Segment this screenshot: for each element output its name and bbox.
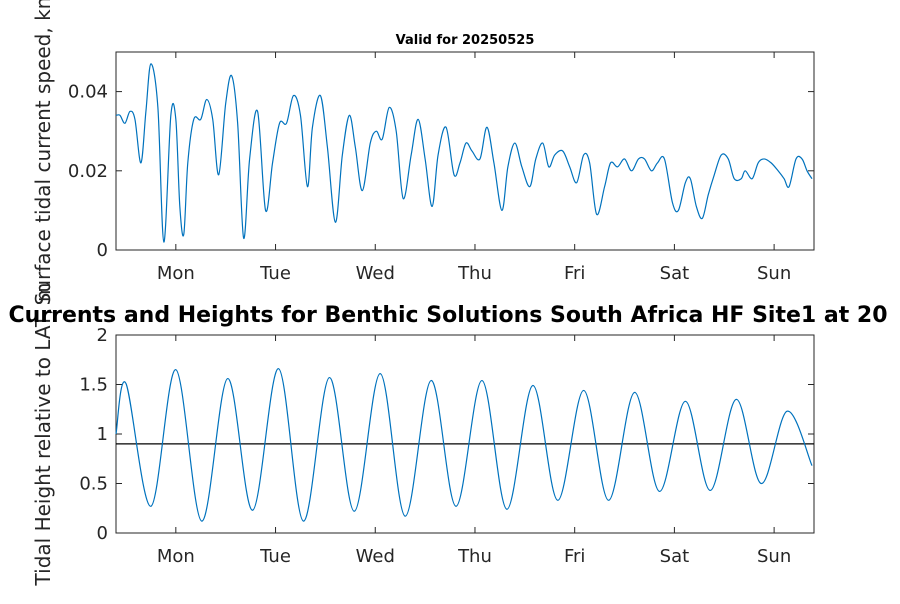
tidal-height-xtick-label: Sun: [757, 546, 791, 567]
current-speed-line: [115, 63, 813, 243]
tidal-height-axes-frame: [115, 334, 815, 534]
current-speed-xtick-label: Mon: [157, 263, 195, 284]
tidal-height-ytick-label: 1.5: [79, 375, 108, 396]
tidal-height-ytick-label: 0.5: [79, 474, 108, 495]
tidal-height-xtick-label: Thu: [457, 546, 492, 567]
current-speed-panel: Valid for 20250525 0 0.02 0.04 Mon Tue Wed Thu…: [31, 0, 815, 305]
current-speed-axes-frame: [115, 51, 815, 251]
current-speed-xtick-label: Wed: [356, 263, 395, 284]
tidal-height-xtick-label: Tue: [259, 546, 291, 567]
tidal-height-ytick-label: 0: [97, 523, 108, 544]
current-speed-title: Valid for 20250525: [396, 33, 535, 48]
tidal-height-ylabel: Tidal Height relative to LAT, m: [31, 283, 55, 587]
current-speed-xtick-label: Tue: [259, 263, 291, 284]
current-speed-ytick-label: 0.02: [68, 161, 108, 182]
current-speed-ylabel: Surface tidal current speed, kn: [31, 0, 55, 305]
tidal-height-xtick-label: Fri: [564, 546, 585, 567]
current-speed-xtick-label: Sat: [660, 263, 690, 284]
tidal-height-xtick-label: Wed: [356, 546, 395, 567]
current-speed-xtick-label: Fri: [564, 263, 585, 284]
current-speed-xtick-label: Sun: [757, 263, 791, 284]
current-speed-ytick-label: 0.04: [68, 82, 108, 103]
main-title: Currents and Heights for Benthic Solutio…: [8, 303, 887, 328]
current-speed-xtick-label: Thu: [457, 263, 492, 284]
tidal-height-line: [115, 368, 813, 522]
tidal-height-ticks: 0 0.5 1 1.5 2 Mon Tue Wed Thu Fri Sat Sun: [79, 325, 814, 567]
tidal-height-panel: 0 0.5 1 1.5 2 Mon Tue Wed Thu Fri Sat Sun Tidal Hei…: [31, 283, 815, 587]
current-speed-ytick-label: 0: [97, 240, 108, 261]
tidal-height-ytick-label: 2: [97, 325, 108, 346]
tidal-height-xtick-label: Sat: [660, 546, 690, 567]
current-speed-ticks: 0 0.02 0.04 Mon Tue Wed Thu Fri Sat Sun: [68, 52, 814, 284]
tidal-height-ytick-label: 1: [97, 424, 108, 445]
tidal-height-xtick-label: Mon: [157, 546, 195, 567]
